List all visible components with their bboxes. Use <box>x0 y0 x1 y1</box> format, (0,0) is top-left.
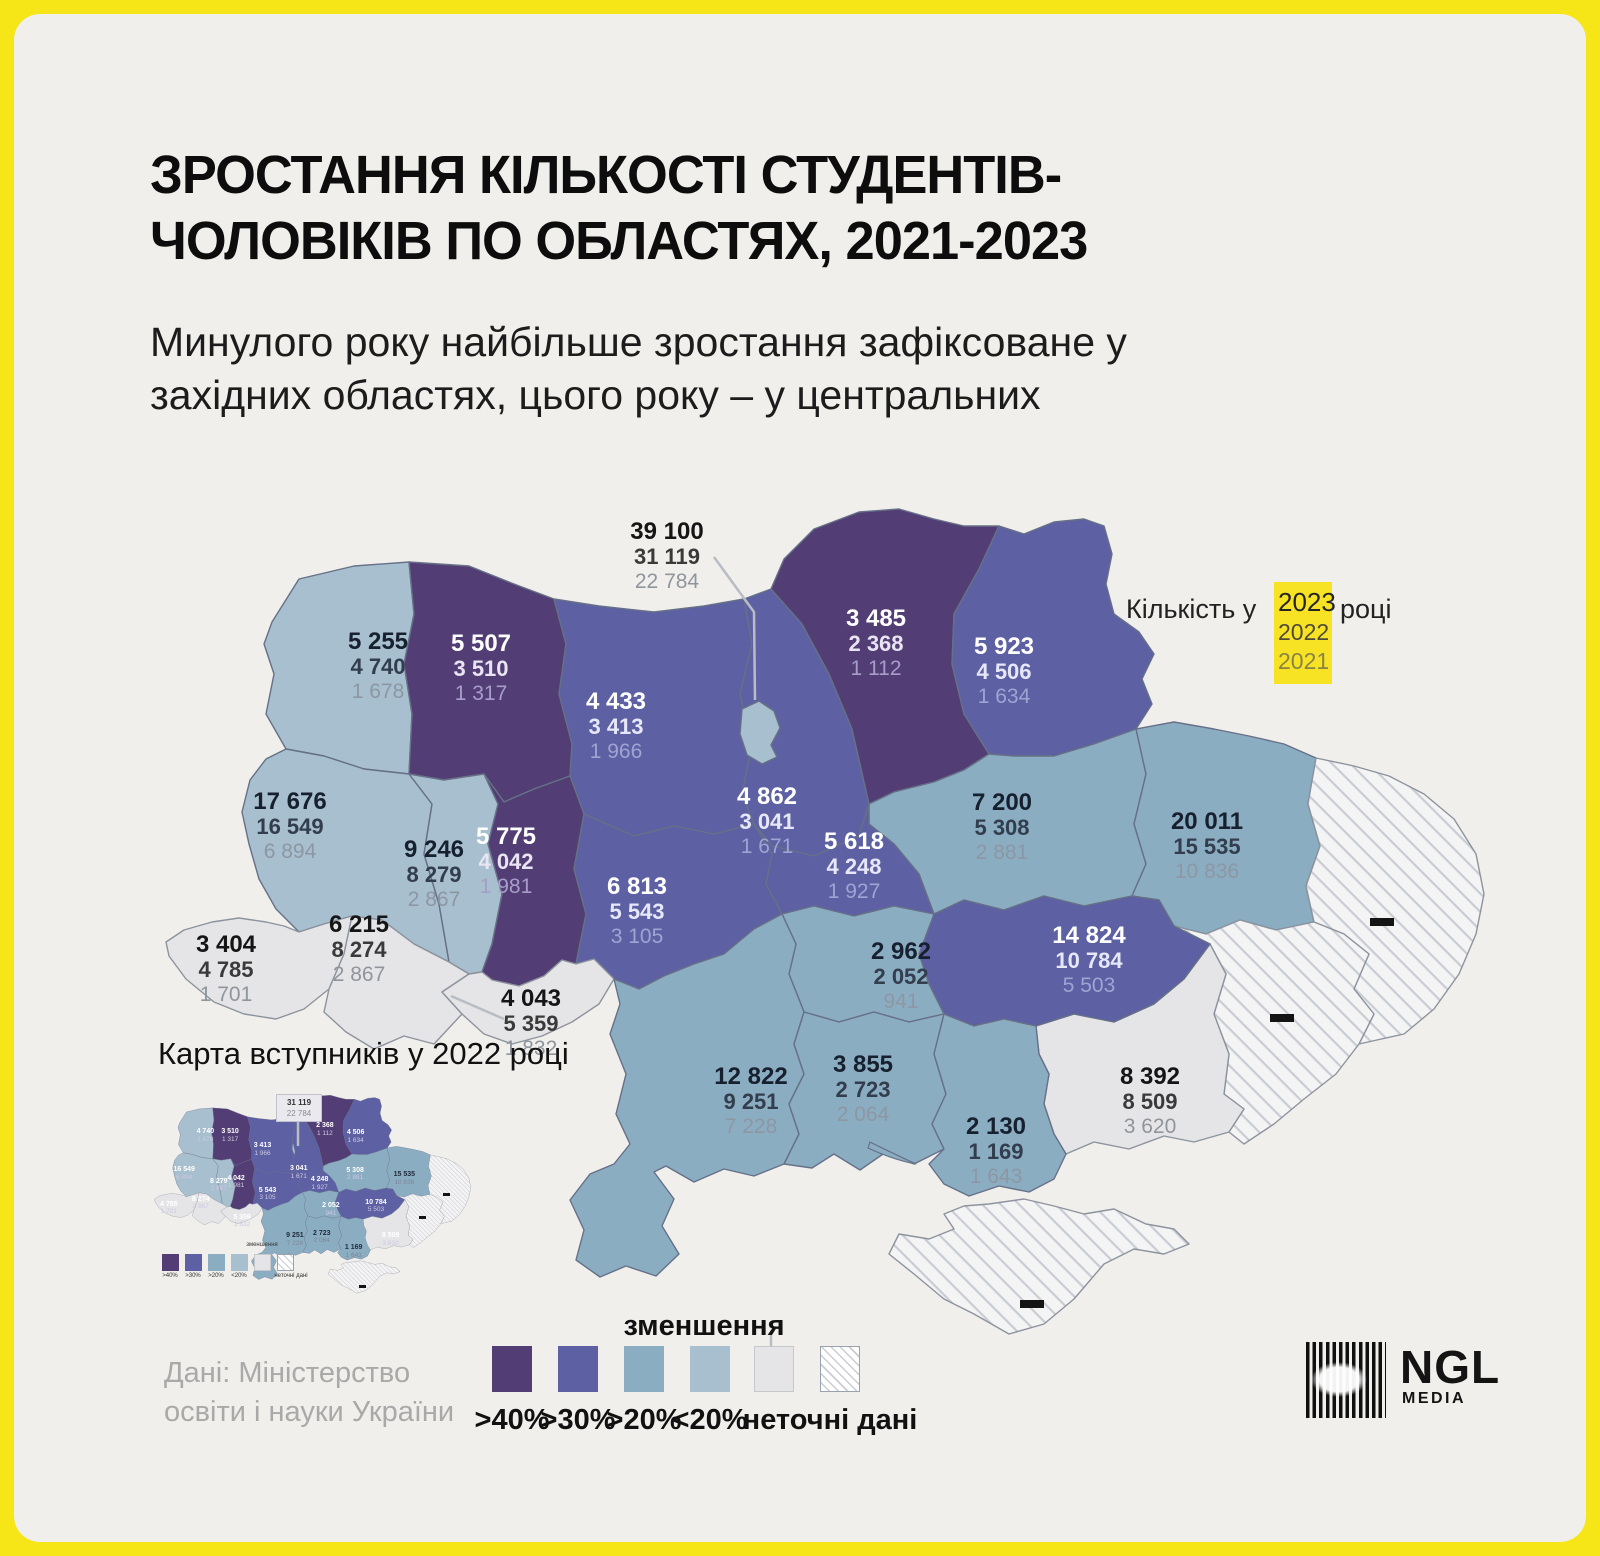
region-ivano-frankivsk <box>323 915 470 1050</box>
inset-kyiv-callout: 31 119 22 784 <box>276 1094 322 1122</box>
region-sumy <box>951 518 1155 757</box>
ngl-logo-sub: MEDIA <box>1402 1390 1467 1407</box>
inset-legend-swatch-5 <box>277 1254 294 1271</box>
source-line1: Дані: Міністерство <box>164 1357 411 1389</box>
year-legend-prefix: Кількість у <box>1126 594 1257 624</box>
year-legend: Кількість у 2023 2022 2021 році <box>1126 582 1446 702</box>
legend-label->30%: >30% <box>540 1404 616 1436</box>
legend-swatch->30% <box>558 1346 598 1392</box>
year-legend-suffix: році <box>1340 594 1392 624</box>
subtitle-line1: Минулого року найбільше зростання зафікс… <box>150 319 1127 365</box>
ukraine-map <box>154 508 1485 1347</box>
inset-legend-label-0: >40% <box>162 1273 178 1279</box>
inset-legend-label-3: <20% <box>231 1273 247 1279</box>
region-khmelnytskyi <box>481 773 587 987</box>
inset-region-rivne <box>211 1107 253 1166</box>
year-legend-years-box: 2023 2022 2021 <box>1274 582 1336 684</box>
source-line2: освіти і науки України <box>164 1396 455 1428</box>
inset-region-zhytomyr <box>247 1116 296 1174</box>
title-line1: ЗРОСТАННЯ КІЛЬКОСТІ СТУДЕНТІВ- <box>150 145 1062 205</box>
kyiv-callout-line <box>712 556 757 701</box>
main-map-2023 <box>165 508 1485 1335</box>
legend-decrease-label: зменшення <box>623 1310 785 1342</box>
legend-label-неточні дані: неточні дані <box>742 1404 918 1436</box>
region-odesa <box>569 913 805 1278</box>
inset-region-kirovohrad <box>302 1190 342 1219</box>
title-line2: ЧОЛОВІКІВ ПО ОБЛАСТЯХ, 2021-2023 <box>150 211 1088 271</box>
inset-region-zakarpattia <box>154 1192 200 1218</box>
legend-label->20%: >20% <box>606 1404 682 1436</box>
ngl-logo-name: NGL <box>1400 1341 1501 1393</box>
legend-swatch->40% <box>492 1346 532 1392</box>
inset-region-volyn <box>177 1107 215 1159</box>
legend-swatch-<20% <box>690 1346 730 1392</box>
subtitle-line2: західних областях, цього року – у центра… <box>150 372 1041 418</box>
tendra-spit <box>867 1141 917 1165</box>
region-zhytomyr <box>553 598 755 837</box>
inset-legend-swatch-3 <box>231 1254 248 1271</box>
inset-legend-swatch-2 <box>208 1254 225 1271</box>
region-rivne <box>403 561 573 803</box>
region-kirovohrad <box>781 905 945 1023</box>
year-2021: 2021 <box>1278 648 1330 674</box>
legend-swatch->20% <box>624 1346 664 1392</box>
region-crimea <box>888 1198 1190 1335</box>
inset-region-khmelnytskyi <box>230 1158 256 1210</box>
inset-legend-swatch-0 <box>162 1254 179 1271</box>
region-kherson <box>928 1013 1067 1197</box>
inset-callout-2022: 31 119 <box>286 1098 312 1107</box>
region-kyiv-city <box>739 700 781 765</box>
region-volyn <box>263 561 415 775</box>
page-title: ЗРОСТАННЯ КІЛЬКОСТІ СТУДЕНТІВ- ЧОЛОВІКІВ… <box>150 142 1353 274</box>
legend-swatch-неточні дані <box>820 1346 860 1392</box>
year-2022: 2022 <box>1278 619 1330 645</box>
data-source: Дані: Міністерство освіти і науки Україн… <box>164 1354 524 1432</box>
inset-legend-decrease-label: зменшення <box>246 1242 278 1248</box>
legend-label-<20%: <20% <box>672 1404 748 1436</box>
inset-legend-label-2: >20% <box>208 1273 224 1279</box>
inset-legend-swatch-4 <box>254 1254 271 1271</box>
region-mykolaiv <box>783 1011 947 1171</box>
region-luhansk <box>1305 757 1485 1045</box>
ngl-logo-bars-icon <box>1306 1342 1386 1418</box>
inset-legend-label-1: >30% <box>185 1273 201 1279</box>
inset-map-title: Карта вступників у 2022 році <box>158 1036 569 1071</box>
inset-legend: >40% >30% >20% <20% неточні дані зменшення <box>162 1242 422 1290</box>
inset-callout-2021: 22 784 <box>286 1109 312 1118</box>
year-2023: 2023 <box>1278 587 1336 617</box>
legend-label->40%: >40% <box>474 1404 550 1436</box>
region-cherkasy <box>753 803 935 917</box>
region-zakarpattia <box>165 915 353 1020</box>
legend-swatch-decrease <box>754 1346 794 1392</box>
inset-legend-swatch-1 <box>185 1254 202 1271</box>
chernivtsi-callout-line <box>450 994 505 1021</box>
map-legend: зменшення >40% >30% >20% <20% неточні дані <box>475 1310 1112 1440</box>
poster-card: ЗРОСТАННЯ КІЛЬКОСТІ СТУДЕНТІВ- ЧОЛОВІКІВ… <box>14 14 1586 1542</box>
page-subtitle: Минулого року найбільше зростання зафікс… <box>150 316 1450 422</box>
ngl-media-logo: NGL MEDIA <box>1306 1340 1566 1430</box>
inset-legend-label-5: неточні дані <box>274 1273 308 1279</box>
